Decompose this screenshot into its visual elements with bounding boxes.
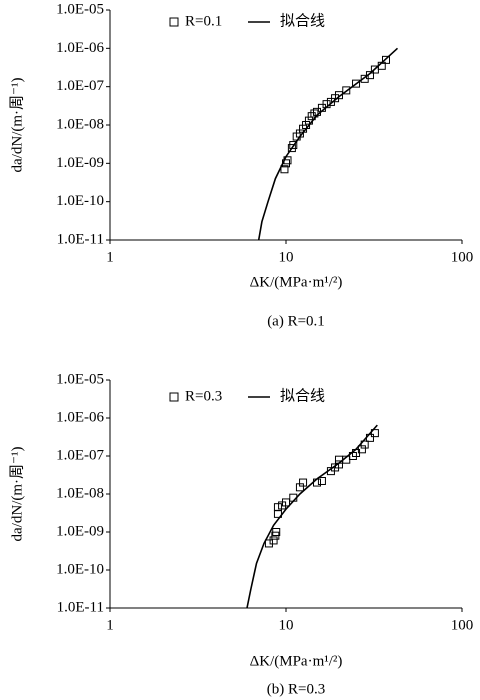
data-point xyxy=(370,429,379,438)
caption: (b) R=0.3 xyxy=(267,681,325,697)
legend-marker xyxy=(169,392,179,402)
y-tick-label: 1.0E-09 xyxy=(56,155,104,171)
x-axis-label: ΔK/(MPa·m¹/²) xyxy=(250,653,343,669)
y-tick-label: 1.0E-07 xyxy=(56,78,104,94)
fit-line xyxy=(257,47,399,241)
data-point xyxy=(289,141,298,150)
y-axis-label: da/dN/(m·周⁻¹) xyxy=(8,78,25,173)
data-point xyxy=(273,503,282,512)
y-tick-label: 1.0E-08 xyxy=(56,116,104,132)
x-tick-label: 100 xyxy=(451,249,474,265)
y-tick-label: 1.0E-06 xyxy=(56,409,104,425)
y-tick-label: 1.0E-05 xyxy=(56,371,104,387)
caption: (a) R=0.1 xyxy=(267,313,325,329)
y-tick-label: 1.0E-06 xyxy=(56,40,104,56)
x-axis-label: ΔK/(MPa·m¹/²) xyxy=(250,274,343,290)
data-point xyxy=(334,91,343,100)
y-axis-label: da/dN/(m·周⁻¹) xyxy=(8,447,25,542)
data-point xyxy=(280,165,289,174)
x-tick-label: 1 xyxy=(106,617,114,633)
legend-label: 拟合线 xyxy=(280,387,325,404)
data-point xyxy=(357,445,366,454)
x-tick-label: 100 xyxy=(451,617,474,633)
data-point xyxy=(365,71,374,80)
fit-line xyxy=(246,424,378,609)
x-tick-label: 10 xyxy=(279,249,294,265)
y-tick-label: 1.0E-11 xyxy=(57,599,104,615)
y-tick-label: 1.0E-10 xyxy=(56,561,104,577)
y-tick-label: 1.0E-09 xyxy=(56,523,104,539)
y-tick-label: 1.0E-10 xyxy=(56,193,104,209)
data-point xyxy=(317,476,326,485)
y-tick-label: 1.0E-11 xyxy=(57,231,104,247)
y-tick-label: 1.0E-07 xyxy=(56,447,104,463)
y-tick-label: 1.0E-08 xyxy=(56,485,104,501)
data-point xyxy=(342,86,351,95)
data-point xyxy=(352,79,361,88)
data-point xyxy=(299,478,308,487)
legend-label: 拟合线 xyxy=(280,12,325,29)
data-point xyxy=(269,536,278,545)
legend-marker xyxy=(169,17,179,27)
y-tick-label: 1.0E-05 xyxy=(56,1,104,17)
legend-label: R=0.1 xyxy=(185,13,222,29)
legend-label: R=0.3 xyxy=(185,388,222,404)
data-point xyxy=(272,528,281,536)
x-tick-label: 10 xyxy=(279,617,294,633)
data-point xyxy=(282,498,290,507)
x-tick-label: 1 xyxy=(106,249,114,265)
data-point xyxy=(334,460,343,469)
data-point xyxy=(382,55,391,64)
